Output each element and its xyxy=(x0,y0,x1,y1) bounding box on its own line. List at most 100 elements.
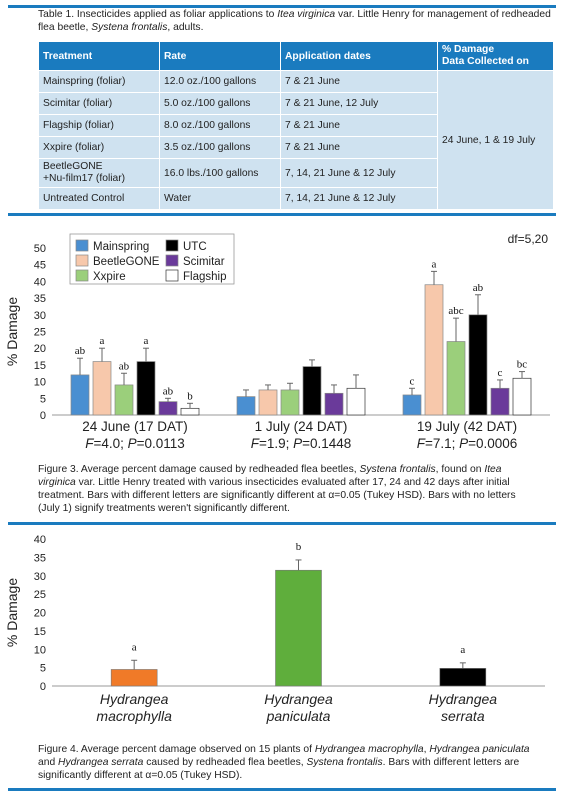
significance-letter: c xyxy=(498,367,503,379)
group-label: 1 July (24 DAT) xyxy=(255,419,348,434)
bar-macrophylla xyxy=(110,669,158,687)
cell-rate: 16.0 lbs./100 gallons xyxy=(159,158,281,188)
group-stats: F=1.9; P=0.1448 xyxy=(251,436,352,451)
legend-label: Flagship xyxy=(183,271,226,283)
figure4-caption: Figure 4. Average percent damage observe… xyxy=(38,744,530,781)
bottom-rule xyxy=(8,788,556,791)
significance-letter: abc xyxy=(448,305,463,317)
category-label-line1: Hydrangea xyxy=(429,691,498,707)
cell-collected-on: 24 June, 1 & 19 July xyxy=(437,70,554,210)
y-tick-label: 0 xyxy=(40,410,46,422)
legend-label: BeetleGONE xyxy=(93,256,160,268)
bar-paniculata xyxy=(275,569,322,687)
legend-swatch-beetlegone xyxy=(75,254,89,267)
legend-swatch-xxpire xyxy=(75,269,89,282)
divider-rule xyxy=(8,213,556,216)
y-tick-label: 15 xyxy=(34,626,46,638)
header-treatment: Treatment xyxy=(38,41,160,71)
y-tick-label: 35 xyxy=(34,552,46,564)
legend-swatch-mainspring xyxy=(75,239,89,252)
cell-dates: 7 & 21 June xyxy=(280,70,438,93)
y-tick-label: 0 xyxy=(40,681,46,693)
significance-letter: a xyxy=(432,258,437,270)
bar-xxpire xyxy=(114,384,134,416)
significance-letter: a xyxy=(460,644,465,656)
divider-rule xyxy=(8,522,556,525)
legend-box xyxy=(69,233,235,285)
header-application-dates: Application dates xyxy=(280,41,438,71)
cell-treatment: Untreated Control xyxy=(38,187,160,210)
bar-beetlegone xyxy=(92,361,112,416)
top-rule xyxy=(8,5,556,8)
significance-letter: b xyxy=(187,390,193,402)
category-label-line1: Hydrangea xyxy=(100,691,169,707)
category-label-line2: paniculata xyxy=(266,708,331,724)
significance-letter: ab xyxy=(163,385,174,397)
y-tick-label: 30 xyxy=(34,310,46,322)
category-label-line1: Hydrangea xyxy=(264,691,333,707)
df-label: df=5,20 xyxy=(508,232,549,246)
bar-xxpire xyxy=(280,389,300,416)
y-tick-label: 30 xyxy=(34,571,46,583)
cell-rate: 5.0 oz./100 gallons xyxy=(159,92,281,115)
significance-letter: b xyxy=(296,541,302,553)
significance-letter: ab xyxy=(75,345,86,357)
y-tick-label: 25 xyxy=(34,589,46,601)
significance-letter: ab xyxy=(473,282,484,294)
header-damage-line1: % Damage xyxy=(442,44,495,55)
significance-letter: c xyxy=(410,375,415,387)
bar-flagship xyxy=(180,407,200,416)
significance-letter: a xyxy=(144,335,149,347)
y-tick-label: 25 xyxy=(34,327,46,339)
bar-utc xyxy=(468,314,488,416)
y-axis-title: % Damage xyxy=(4,578,20,647)
bar-beetlegone xyxy=(258,389,278,416)
cell-rate: 3.5 oz./100 gallons xyxy=(159,136,281,159)
group-label: 19 July (42 DAT) xyxy=(417,419,517,434)
category-label-line2: macrophylla xyxy=(96,708,172,724)
bar-scimitar xyxy=(158,401,178,416)
table1-caption: Table 1. Insecticides applied as foliar … xyxy=(38,9,551,33)
y-tick-label: 20 xyxy=(34,608,46,620)
y-tick-label: 10 xyxy=(34,377,46,389)
insecticide-table: Treatment Rate Application dates % Damag… xyxy=(38,41,554,210)
legend-swatch-flagship xyxy=(165,269,179,282)
bar-flagship xyxy=(512,377,532,416)
cell-dates: 7 & 21 June xyxy=(280,136,438,159)
cell-dates: 7 & 21 June xyxy=(280,114,438,137)
cell-treatment-line1: BeetleGONE xyxy=(43,161,103,172)
table-row: BeetleGONE +Nu-film17 (foliar) 16.0 lbs.… xyxy=(38,158,554,188)
cell-rate: 12.0 oz./100 gallons xyxy=(159,70,281,93)
cell-dates: 7 & 21 June, 12 July xyxy=(280,92,438,115)
cell-dates: 7, 14, 21 June & 12 July xyxy=(280,158,438,188)
legend-swatch-scimitar xyxy=(165,254,179,267)
bar-scimitar xyxy=(324,392,344,416)
significance-letter: bc xyxy=(517,359,528,371)
category-label-line2: serrata xyxy=(441,708,485,724)
y-tick-label: 35 xyxy=(34,293,46,305)
bar-utc xyxy=(136,361,156,416)
cell-treatment-line2: +Nu-film17 (foliar) xyxy=(43,173,126,184)
legend-label: Xxpire xyxy=(93,271,126,283)
legend-swatch-utc xyxy=(165,239,179,252)
y-tick-label: 10 xyxy=(34,644,46,656)
cell-rate: 8.0 oz./100 gallons xyxy=(159,114,281,137)
y-tick-label: 50 xyxy=(34,243,46,255)
cell-rate: Water xyxy=(159,187,281,210)
y-axis-title: % Damage xyxy=(4,297,20,366)
y-tick-label: 45 xyxy=(34,260,46,272)
bar-serrata xyxy=(439,668,487,687)
table-row: Mainspring (foliar) 12.0 oz./100 gallons… xyxy=(38,70,554,210)
bar-beetlegone xyxy=(424,284,444,416)
bar-mainspring xyxy=(236,396,256,416)
cell-treatment: Scimitar (foliar) xyxy=(38,92,160,115)
bar-mainspring xyxy=(70,374,90,416)
significance-letter: a xyxy=(132,641,137,653)
y-tick-label: 15 xyxy=(34,360,46,372)
cell-treatment: Xxpire (foliar) xyxy=(38,136,160,159)
table-row: Scimitar (foliar) 5.0 oz./100 gallons 7 … xyxy=(38,92,554,115)
bar-utc xyxy=(302,366,322,416)
group-stats: F=4.0; P=0.0113 xyxy=(85,436,185,451)
